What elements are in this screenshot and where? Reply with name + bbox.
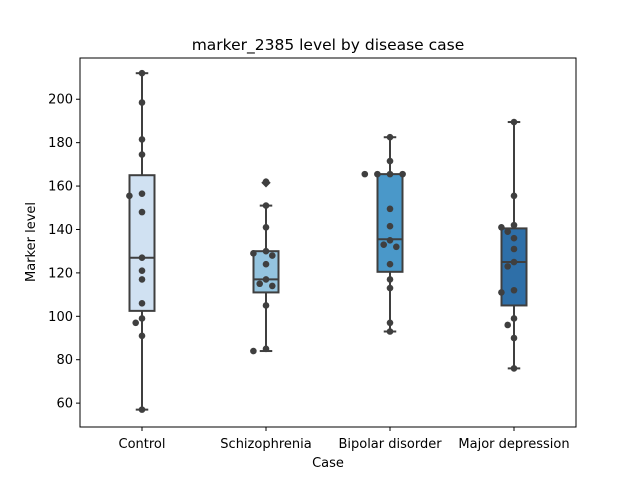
data-point [361,170,369,178]
data-point [262,202,270,209]
data-point [138,208,146,216]
data-point [262,302,270,309]
points-schizophrenia [250,178,276,355]
data-point [138,315,146,322]
data-point [510,221,518,229]
data-point [498,289,505,296]
data-point [386,237,394,244]
data-point [138,69,146,77]
data-point [510,334,518,342]
points-control [126,69,146,413]
y-tick-label: 160 [48,180,73,195]
x-tick-label: Control [119,437,166,452]
data-point [380,241,388,248]
y-tick-label: 80 [56,353,73,368]
data-point [510,365,518,372]
data-point [250,347,257,355]
data-point [504,228,512,235]
data-point [138,190,146,197]
y-tick-label: 60 [56,397,73,412]
data-point [138,151,146,158]
data-point [386,133,394,141]
data-point [262,345,270,353]
data-point [386,157,394,165]
data-point [138,267,146,275]
x-tick-label: Schizophrenia [220,437,311,452]
data-point [498,224,505,231]
x-tick-label: Bipolar disorder [338,437,442,452]
data-point [510,315,518,322]
data-point [138,99,146,106]
data-point [262,247,270,255]
data-point [386,276,394,283]
y-tick-label: 180 [48,136,73,151]
data-point [138,254,146,261]
x-tick-label: Major depression [458,437,569,452]
data-point [386,170,394,178]
data-point [138,332,146,340]
data-point [510,286,518,294]
data-point [386,284,394,292]
data-point [262,178,270,186]
box-group-bipolar-disorder [376,136,404,333]
data-point [399,170,406,178]
points-bipolar-disorder [361,133,406,335]
chart-title: marker_2385 level by disease case [192,36,465,55]
data-point [386,222,394,230]
y-tick-label: 100 [48,310,73,325]
data-point [510,192,518,200]
data-point [504,321,512,329]
y-tick-label: 140 [48,223,73,238]
y-tick-label: 120 [48,266,73,281]
data-point [510,245,518,253]
data-point [269,252,276,259]
points-major-depression [498,118,518,372]
data-point [510,258,518,266]
data-point [269,282,276,290]
y-axis-ticks: 60 80 100 120 140 160 180 200 [48,93,80,412]
data-point [374,170,381,178]
data-point [510,234,518,242]
data-point [386,319,394,327]
data-point [262,224,270,231]
data-point [386,205,394,213]
data-point [138,299,146,307]
box-group-control [128,72,156,411]
data-point [386,328,394,335]
y-axis-label: Marker level [24,202,39,282]
data-point [256,280,264,288]
y-tick-label: 200 [48,93,73,108]
data-point [138,136,146,143]
data-point [138,406,146,413]
x-axis-label: Case [312,456,344,471]
data-point [386,260,394,268]
plot-frame [79,57,577,428]
data-point [504,263,512,270]
data-point [262,276,270,283]
plot-area [126,69,528,413]
data-point [132,319,139,327]
data-point [250,250,257,257]
data-point [126,192,133,200]
data-point [262,260,270,268]
x-axis-ticks: Control Schizophrenia Bipolar disorder Majo… [119,427,570,452]
data-point [393,243,400,251]
data-point [138,276,146,283]
box-group-major-depression [500,121,528,370]
box [128,174,156,312]
data-point [510,118,518,126]
